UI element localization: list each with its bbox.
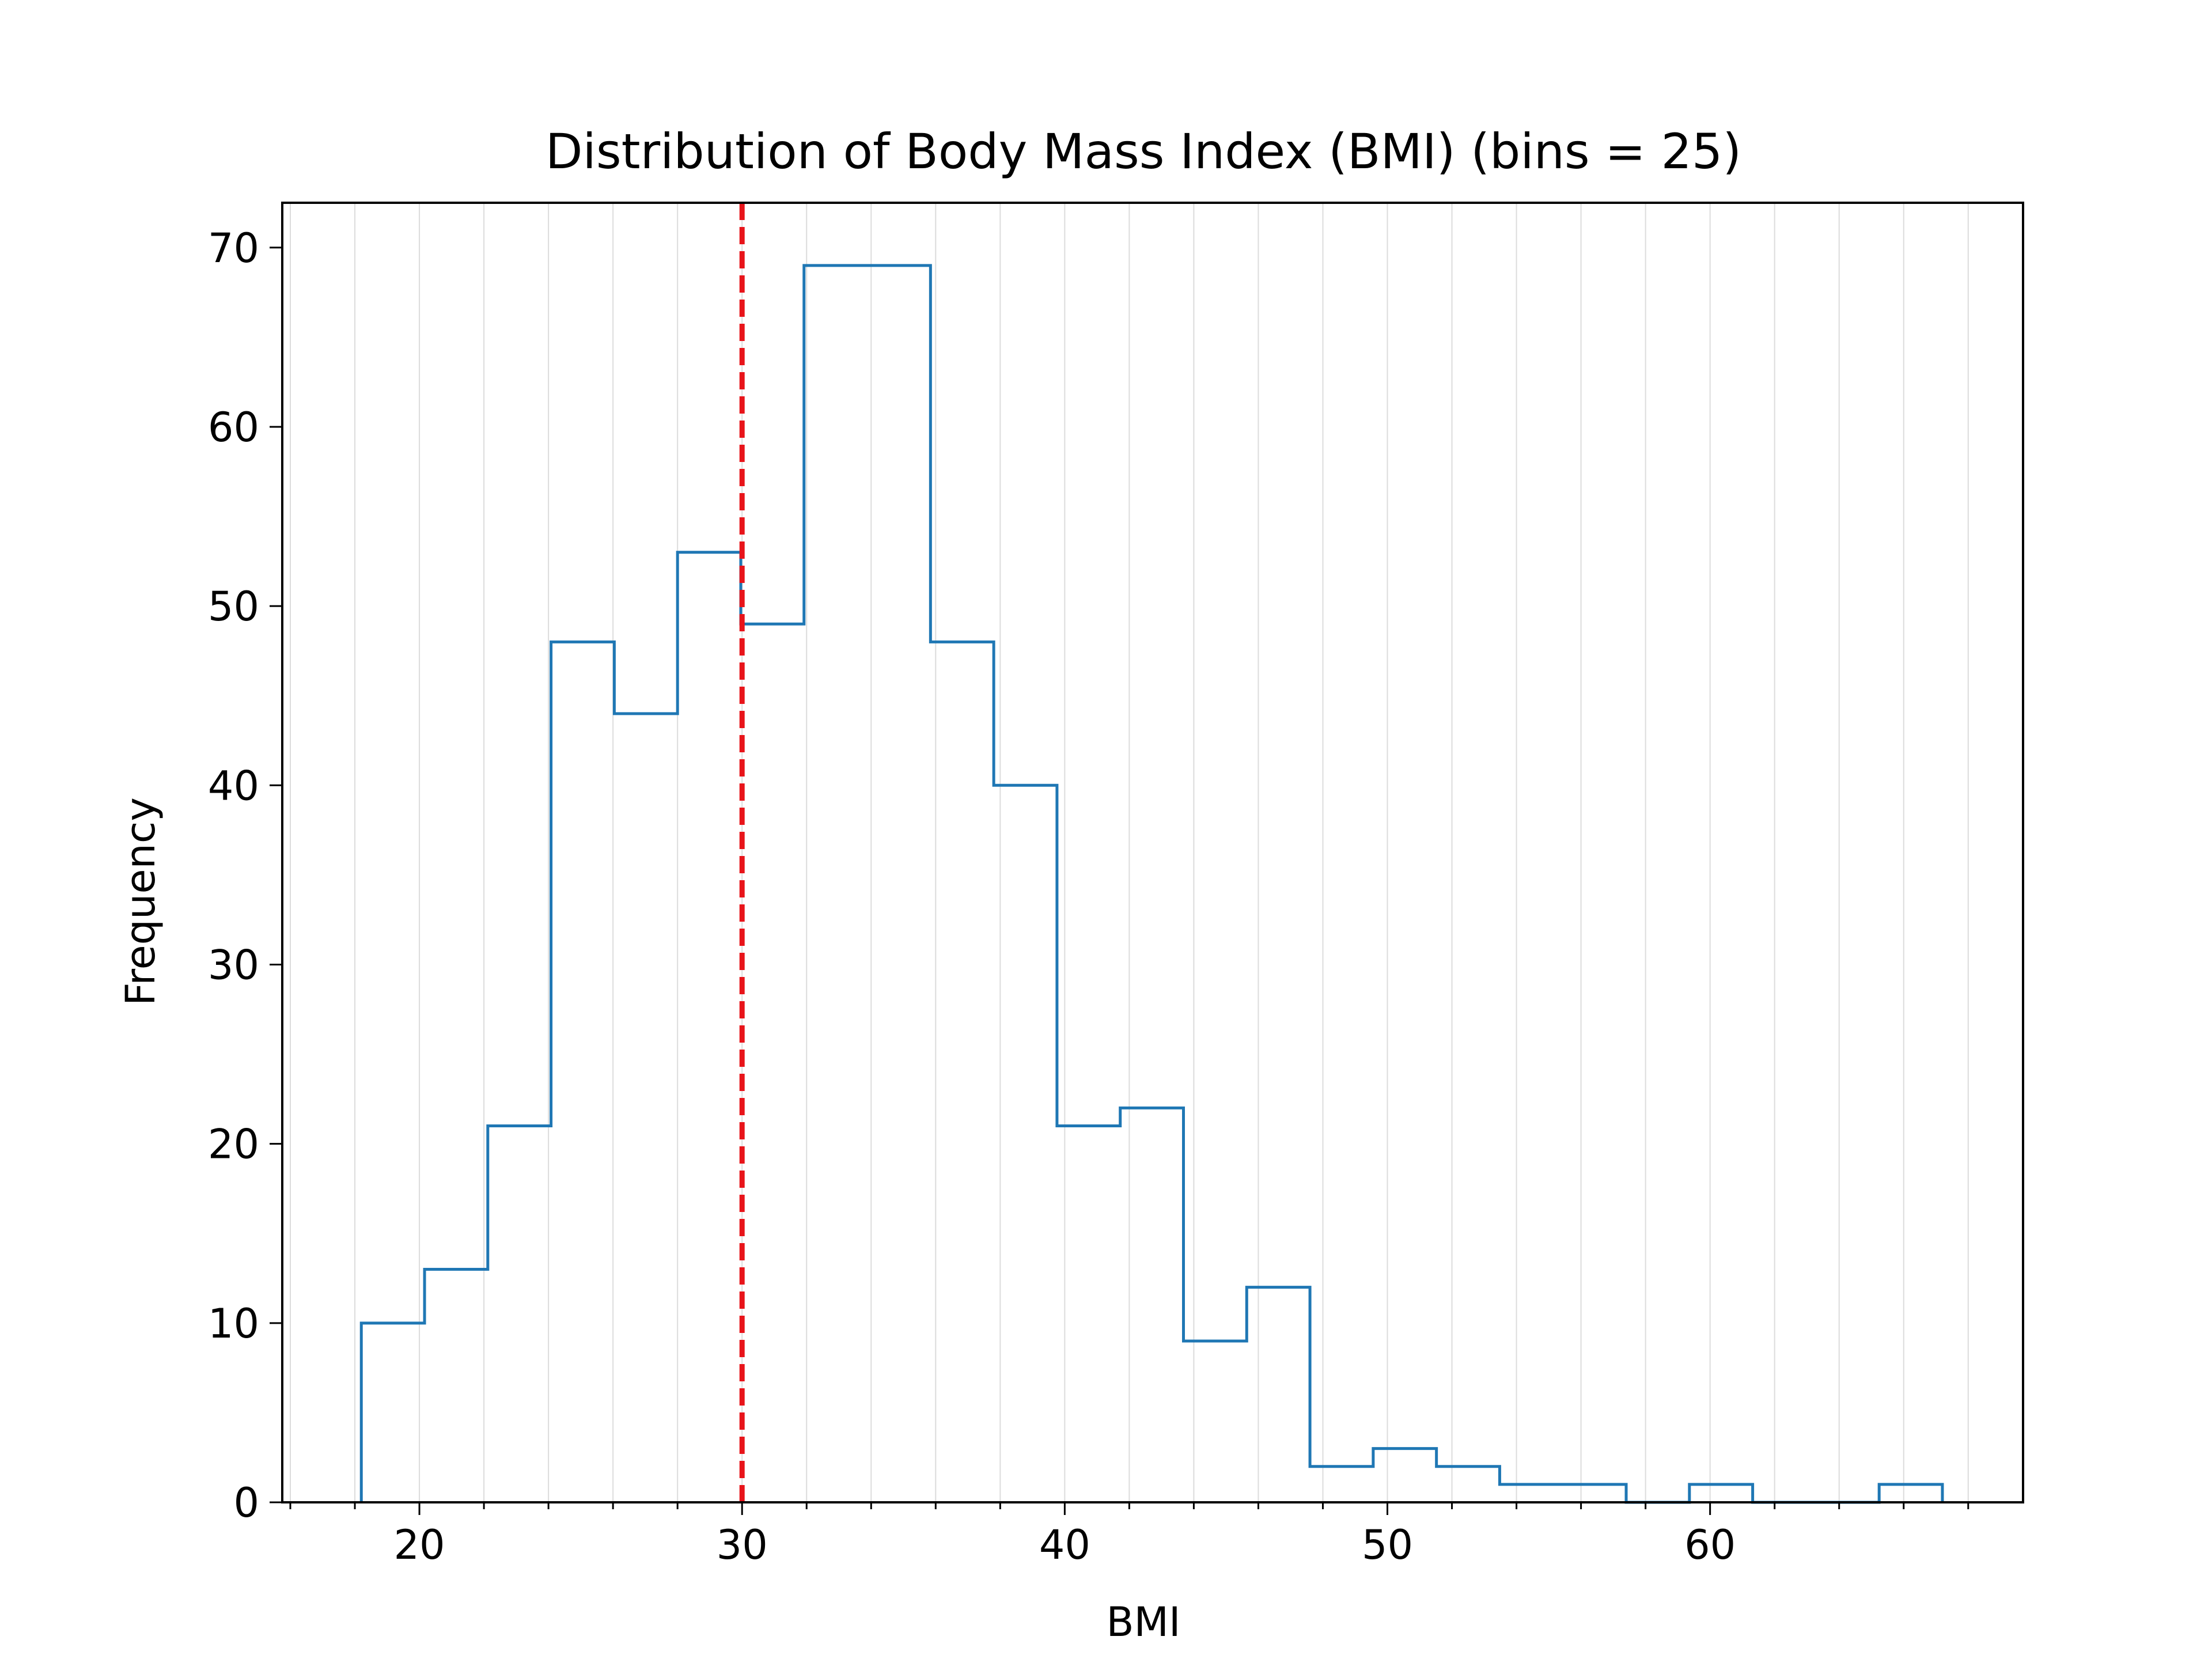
histogram-bin bbox=[930, 642, 994, 1502]
histogram-bin bbox=[1247, 1287, 1310, 1502]
x-axis-label: BMI bbox=[1106, 1599, 1180, 1646]
plot-area-frame bbox=[281, 202, 2024, 1503]
y-tick-label: 60 bbox=[208, 404, 259, 451]
y-tick-label: 40 bbox=[208, 762, 259, 809]
histogram-bin bbox=[1437, 1467, 1500, 1502]
y-tick-label: 50 bbox=[208, 583, 259, 630]
histogram-bin bbox=[1373, 1449, 1437, 1502]
y-tick-label: 10 bbox=[208, 1300, 259, 1347]
histogram-bin bbox=[1057, 1126, 1120, 1502]
y-tick-label: 70 bbox=[208, 225, 259, 272]
histogram-bin bbox=[868, 266, 931, 1502]
vertical-grid bbox=[290, 203, 1969, 1502]
histogram-bin bbox=[551, 642, 615, 1502]
x-tick-label: 30 bbox=[717, 1521, 768, 1569]
histogram-bin bbox=[425, 1269, 488, 1502]
x-tick-label: 60 bbox=[1684, 1521, 1736, 1569]
histogram-bin bbox=[1879, 1484, 1942, 1502]
histogram-bin bbox=[1120, 1108, 1184, 1502]
histogram-bin bbox=[741, 624, 804, 1502]
histogram-bin bbox=[488, 1126, 551, 1502]
histogram-bin bbox=[1183, 1341, 1247, 1502]
histogram-bin bbox=[1690, 1484, 1753, 1502]
x-axis-ticks: 20 30 40 50 60 bbox=[289, 1502, 1969, 1569]
histogram-bin bbox=[1310, 1467, 1373, 1502]
histogram-bin bbox=[677, 552, 741, 1502]
y-axis-ticks: 0 10 20 30 40 50 60 70 bbox=[208, 225, 282, 1527]
x-tick-label: 50 bbox=[1362, 1521, 1413, 1569]
histogram-bin bbox=[614, 714, 677, 1502]
x-tick-label: 40 bbox=[1039, 1521, 1090, 1569]
x-tick-label: 20 bbox=[394, 1521, 445, 1569]
chart-title: Distribution of Body Mass Index (BMI) (b… bbox=[546, 123, 1741, 180]
y-axis-label: Frequency bbox=[117, 797, 164, 1006]
y-tick-label: 0 bbox=[233, 1479, 259, 1527]
histogram-bin bbox=[994, 785, 1057, 1502]
y-tick-label: 20 bbox=[208, 1121, 259, 1168]
histogram-bin bbox=[1499, 1484, 1563, 1502]
histogram-bin bbox=[804, 266, 868, 1502]
histogram-bin bbox=[361, 1323, 425, 1502]
y-tick-label: 30 bbox=[208, 941, 259, 988]
histogram-bin bbox=[1563, 1484, 1626, 1502]
